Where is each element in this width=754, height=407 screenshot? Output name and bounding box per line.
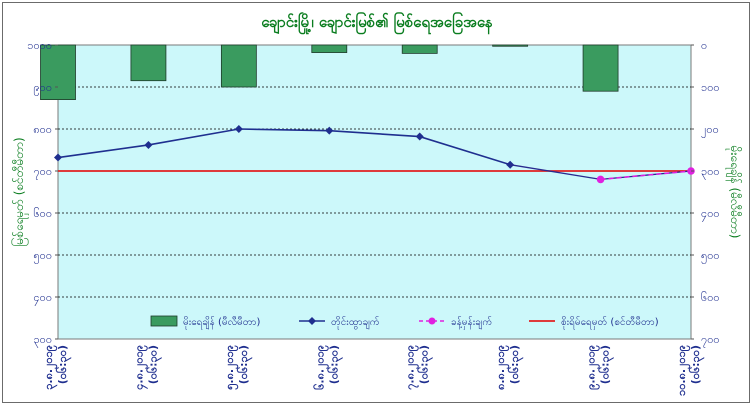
left-tick-label: ၃၀၀ xyxy=(33,333,52,348)
legend-marker-forecast xyxy=(428,317,436,325)
rainfall-bar xyxy=(492,44,529,47)
legend-label: စိုးရိမ်ရေမှတ် (စင်တီမီတာ) xyxy=(561,315,659,330)
observed-point xyxy=(506,160,515,169)
x-tick-label: ၆.၈.၂၀၁၉ xyxy=(313,345,329,390)
chart-title: ချောင်းမြို့၊ ချောင်းမြစ်၏ မြစ်ရေအခြေအနေ xyxy=(261,11,493,35)
chart-frame: ချောင်းမြို့၊ ချောင်းမြစ်၏ မြစ်ရေအခြေအနေ… xyxy=(2,2,750,403)
x-tick-label-group: ၈.၈.၂၀၁၉ (၀၆:၃၀) xyxy=(494,345,524,390)
right-tick-label: ၆၀၀ xyxy=(701,291,720,304)
x-tick-sublabel: (၀၆:၃၀) xyxy=(146,345,162,384)
x-tick-label: ၈.၈.၂၀၁၉ xyxy=(494,345,510,390)
legend-swatch-rainfall xyxy=(150,315,178,327)
x-tick-label-group: ၁၀.၈.၂၀၁၉ (၀၆:၃၀) xyxy=(675,345,705,396)
x-tick-label-group: ၃.၈.၂၀၁၉ (၀၆:၃၀) xyxy=(42,345,72,390)
x-tick-label: ၄.၈.၂၀၁၉ xyxy=(132,345,148,390)
observed-point xyxy=(54,153,62,162)
left-tick-label: ၉၀၀ xyxy=(33,81,52,96)
x-tick-sublabel: (၀၆:၃၀) xyxy=(327,345,343,384)
legend: မိုးရေချိန် (မီလီမီတာ) တိုင်းထွာချက် ခန့်မ… xyxy=(150,315,659,330)
x-tick-label: ၉.၈.၂၀၁၉ xyxy=(585,345,601,390)
x-tick-sublabel: (၀၆:၃၀) xyxy=(237,345,253,384)
rainfall-bar xyxy=(401,44,438,54)
legend-label: တိုင်းထွာချက် xyxy=(331,315,380,330)
x-tick-label-group: ၆.၈.၂၀၁၉ (၀၆:၃၀) xyxy=(313,345,343,390)
forecast-point xyxy=(596,175,605,184)
x-tick-label: ၃.၈.၂၀၁၉ xyxy=(42,345,58,390)
forecast-line xyxy=(600,170,692,181)
plot-background xyxy=(57,44,692,340)
right-tick-label: ၁၀၀ xyxy=(701,81,720,94)
rainfall-bar xyxy=(130,44,167,82)
x-tick-label-group: ၇.၈.၂၀၁၉ (၀၆:၃၀) xyxy=(404,345,434,390)
right-tick-label: ၀ xyxy=(701,39,707,52)
rainfall-bar xyxy=(582,44,619,92)
x-tick-label-group: ၉.၈.၂၀၁၉ (၀၆:၃၀) xyxy=(585,345,615,390)
chart: ချောင်းမြို့၊ ချောင်းမြစ်၏ မြစ်ရေအခြေအနေ… xyxy=(10,11,743,396)
x-tick-label: ၅.၈.၂၀၁၉ xyxy=(223,345,239,390)
observed-point xyxy=(234,125,243,133)
left-tick-label: ၈၀၀ xyxy=(33,123,52,136)
left-tick-label: ၁၀၀၀ xyxy=(27,39,52,52)
legend-marker-observed xyxy=(308,317,316,325)
x-tick-label-group: ၅.၈.၂၀၁၉ (၀၆:၃၀) xyxy=(223,345,253,390)
right-axis-title: မိုးရေချိန် (မီလီမီတာ) xyxy=(725,146,743,239)
right-tick-label: ၃၀၀ xyxy=(701,165,720,180)
left-tick-label: ၅၀၀ xyxy=(33,249,52,264)
right-tick-label: ၇၀၀ xyxy=(701,333,720,348)
x-tick-label: ၁၀.၈.၂၀၁၉ xyxy=(675,345,691,396)
rainfall-bar xyxy=(311,44,348,53)
right-tick-label: ၂၀၀ xyxy=(701,123,719,138)
observed-point xyxy=(415,132,424,141)
rainfall-bar xyxy=(220,44,257,88)
x-tick-label-group: ၄.၈.၂၀၁၉ (၀၆:၃၀) xyxy=(132,345,162,390)
right-tick-label: ၅၀၀ xyxy=(701,249,720,264)
right-tick-label: ၄၀၀ xyxy=(701,207,720,222)
left-axis-title: မြစ်ရေမှတ် (စင်တီမီတာ) xyxy=(10,137,29,246)
legend-label: မိုးရေချိန် (မီလီမီတာ) xyxy=(183,315,261,330)
x-tick-label: ၇.၈.၂၀၁၉ xyxy=(404,345,420,390)
rainfall-bar xyxy=(40,44,76,100)
x-tick-sublabel: (၀၆:၃၀) xyxy=(418,345,434,384)
observed-point xyxy=(144,140,153,149)
left-tick-label: ၆၀၀ xyxy=(33,207,52,220)
left-tick-label: ၇၀၀ xyxy=(33,165,52,180)
x-tick-sublabel: (၀၆:၃၀) xyxy=(508,345,524,384)
left-tick-label: ၄၀၀ xyxy=(33,291,52,306)
x-tick-sublabel: (၀၆:၃၀) xyxy=(56,345,72,384)
x-tick-sublabel: (၀၆:၃၀) xyxy=(599,345,615,384)
legend-label: ခန့်မှန်းချက် xyxy=(451,315,492,330)
x-tick-sublabel: (၀၆:၃၀) xyxy=(689,345,705,384)
plot-area xyxy=(40,44,695,340)
observed-line xyxy=(57,128,511,166)
